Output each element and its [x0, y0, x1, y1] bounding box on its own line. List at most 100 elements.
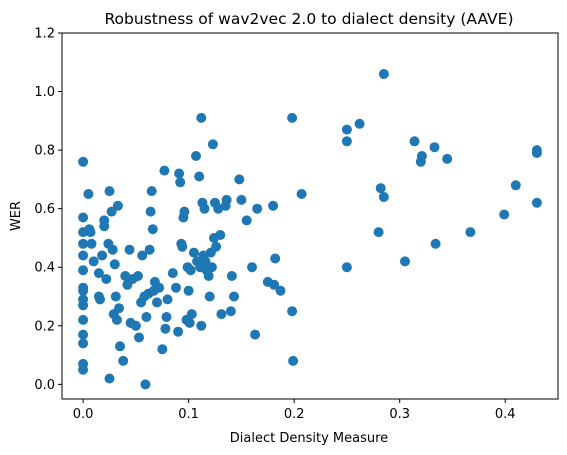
- data-point: [78, 314, 89, 325]
- data-point: [465, 227, 476, 238]
- data-point: [93, 268, 104, 279]
- data-point: [78, 285, 89, 296]
- data-point: [188, 247, 199, 258]
- data-point: [78, 238, 89, 249]
- data-point: [106, 206, 117, 217]
- data-point: [95, 294, 105, 305]
- data-point: [118, 355, 129, 366]
- data-point: [161, 312, 172, 322]
- data-point: [99, 221, 110, 232]
- chart-title: Robustness of wav2vec 2.0 to dialect den…: [104, 10, 513, 28]
- data-point: [288, 355, 299, 366]
- data-point: [341, 136, 352, 147]
- data-point: [107, 244, 118, 255]
- y-tick-label: 0.4: [34, 261, 55, 276]
- data-point: [186, 309, 197, 320]
- y-axis-ticks: 0.0 0.2 0.4 0.6 0.8 1.0 1.2: [34, 27, 62, 393]
- data-point: [104, 373, 115, 384]
- data-point: [109, 259, 120, 270]
- data-point: [378, 69, 389, 79]
- plot-frame: [61, 32, 559, 400]
- data-point: [174, 168, 185, 179]
- data-point: [177, 241, 188, 252]
- data-point: [275, 285, 286, 296]
- data-point: [234, 174, 245, 185]
- data-point: [78, 300, 89, 311]
- data-point: [179, 206, 190, 217]
- data-point: [341, 124, 352, 135]
- y-tick-label: 1.0: [34, 85, 55, 100]
- data-point: [226, 271, 237, 281]
- data-point: [204, 291, 215, 302]
- data-point: [194, 171, 205, 182]
- data-point: [154, 282, 165, 293]
- data-point: [152, 297, 162, 308]
- data-points: [78, 69, 542, 390]
- data-point: [215, 230, 226, 240]
- data-point: [531, 197, 542, 208]
- data-point: [196, 112, 207, 123]
- data-point: [252, 203, 263, 214]
- data-point: [236, 194, 247, 205]
- y-tick-label: 0.0: [34, 378, 55, 393]
- data-point: [269, 279, 280, 290]
- data-point: [225, 306, 236, 317]
- y-tick-label: 0.6: [34, 202, 55, 217]
- data-point: [416, 151, 427, 161]
- data-point: [111, 314, 122, 325]
- data-point: [211, 241, 222, 252]
- data-point: [133, 271, 143, 281]
- data-point: [115, 341, 125, 352]
- data-point: [157, 344, 168, 355]
- data-point: [134, 332, 144, 343]
- data-point: [199, 203, 210, 214]
- data-point: [378, 192, 389, 202]
- x-axis-label: Dialect Density Measure: [230, 431, 388, 446]
- data-point: [400, 256, 410, 267]
- data-point: [101, 274, 112, 284]
- data-point: [78, 329, 89, 340]
- data-point: [373, 227, 384, 238]
- data-point: [270, 253, 281, 264]
- data-point: [78, 338, 89, 349]
- data-point: [137, 250, 148, 261]
- data-point: [409, 136, 420, 147]
- data-point: [86, 238, 97, 249]
- data-point: [175, 177, 186, 188]
- data-point: [268, 200, 279, 211]
- data-point: [430, 238, 441, 249]
- data-point: [97, 250, 108, 261]
- x-tick-label: 0.3: [389, 407, 410, 422]
- x-tick-label: 0.1: [178, 407, 199, 422]
- data-point: [203, 271, 214, 281]
- data-point: [159, 165, 170, 176]
- data-point: [296, 189, 307, 199]
- data-point: [207, 139, 218, 150]
- data-point: [499, 209, 510, 220]
- data-point: [140, 379, 151, 390]
- data-point: [110, 291, 121, 302]
- data-point: [83, 189, 94, 199]
- data-point: [531, 148, 542, 158]
- data-point: [147, 224, 158, 235]
- x-tick-label: 0.4: [495, 407, 516, 422]
- data-point: [78, 364, 89, 375]
- data-point: [375, 183, 386, 194]
- data-point: [200, 256, 211, 267]
- data-point: [85, 227, 96, 238]
- data-point: [78, 156, 89, 167]
- data-point: [250, 329, 261, 340]
- y-tick-label: 0.2: [34, 319, 55, 334]
- data-point: [160, 323, 171, 334]
- data-point: [162, 294, 173, 305]
- data-point: [510, 180, 521, 191]
- data-point: [88, 256, 99, 267]
- data-point: [196, 320, 207, 331]
- data-point: [429, 142, 440, 153]
- data-point: [354, 118, 365, 129]
- data-point: [229, 291, 239, 302]
- x-axis-ticks: 0.0 0.1 0.2 0.3 0.4: [73, 399, 516, 422]
- x-tick-label: 0.2: [284, 407, 305, 422]
- data-point: [78, 250, 89, 261]
- data-point: [171, 282, 181, 293]
